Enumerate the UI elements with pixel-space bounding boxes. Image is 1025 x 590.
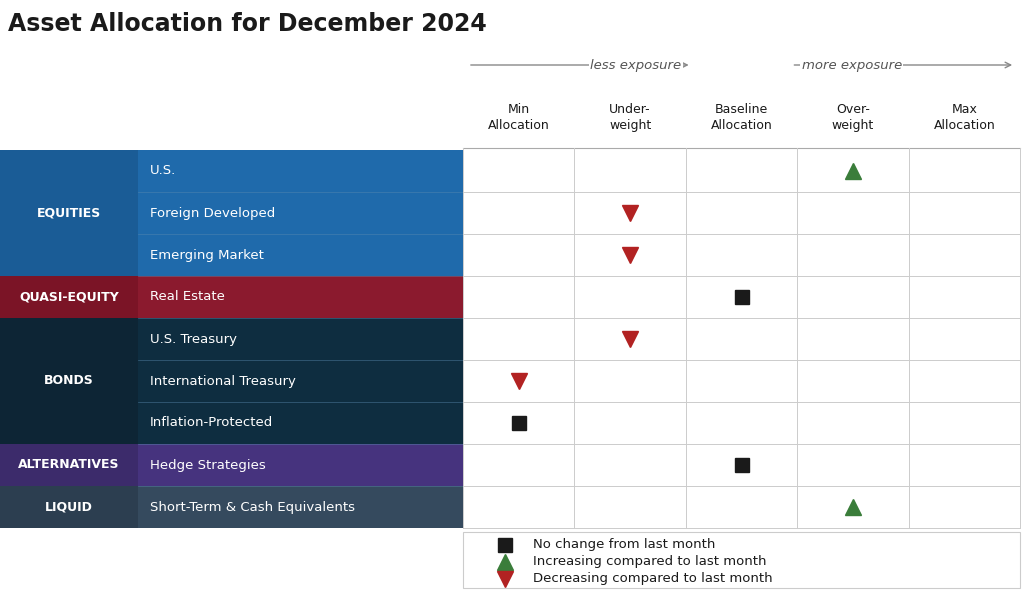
- Text: Increasing compared to last month: Increasing compared to last month: [533, 555, 767, 568]
- Text: Inflation-Protected: Inflation-Protected: [150, 417, 274, 430]
- Bar: [138, 402, 463, 444]
- Bar: [0, 444, 138, 486]
- Bar: [463, 150, 1020, 192]
- Bar: [463, 444, 1020, 486]
- Text: Emerging Market: Emerging Market: [150, 248, 263, 261]
- Bar: [463, 192, 1020, 234]
- Text: less exposure: less exposure: [590, 58, 682, 71]
- Bar: [463, 532, 1020, 588]
- Text: U.S. Treasury: U.S. Treasury: [150, 333, 237, 346]
- Bar: [463, 318, 1020, 360]
- Text: EQUITIES: EQUITIES: [37, 206, 101, 219]
- Bar: [138, 444, 463, 486]
- Text: Real Estate: Real Estate: [150, 290, 224, 303]
- Bar: [0, 150, 138, 192]
- Bar: [138, 486, 463, 528]
- Text: Hedge Strategies: Hedge Strategies: [150, 458, 265, 471]
- Text: LIQUID: LIQUID: [45, 500, 93, 513]
- Text: U.S.: U.S.: [150, 165, 176, 178]
- Text: QUASI-EQUITY: QUASI-EQUITY: [19, 290, 119, 303]
- Bar: [138, 234, 463, 276]
- Bar: [463, 276, 1020, 318]
- Bar: [0, 318, 138, 360]
- Bar: [463, 234, 1020, 276]
- Text: BONDS: BONDS: [44, 375, 94, 388]
- Text: International Treasury: International Treasury: [150, 375, 296, 388]
- Bar: [0, 234, 138, 276]
- Text: more exposure: more exposure: [802, 58, 902, 71]
- Bar: [138, 318, 463, 360]
- Text: Max
Allocation: Max Allocation: [934, 103, 995, 132]
- Text: Baseline
Allocation: Baseline Allocation: [710, 103, 773, 132]
- Bar: [0, 360, 138, 402]
- Text: Foreign Developed: Foreign Developed: [150, 206, 276, 219]
- Bar: [0, 402, 138, 444]
- Text: Short-Term & Cash Equivalents: Short-Term & Cash Equivalents: [150, 500, 355, 513]
- Bar: [0, 192, 138, 234]
- Bar: [138, 150, 463, 192]
- Bar: [138, 276, 463, 318]
- Text: No change from last month: No change from last month: [533, 538, 715, 551]
- Text: Under-
weight: Under- weight: [609, 103, 651, 132]
- Bar: [138, 360, 463, 402]
- Text: Over-
weight: Over- weight: [831, 103, 874, 132]
- Text: Min
Allocation: Min Allocation: [488, 103, 549, 132]
- Text: ALTERNATIVES: ALTERNATIVES: [18, 458, 120, 471]
- Text: Decreasing compared to last month: Decreasing compared to last month: [533, 572, 773, 585]
- Bar: [463, 402, 1020, 444]
- Bar: [463, 360, 1020, 402]
- Bar: [0, 276, 138, 318]
- Bar: [0, 486, 138, 528]
- Text: Asset Allocation for December 2024: Asset Allocation for December 2024: [8, 12, 487, 36]
- Bar: [463, 486, 1020, 528]
- Bar: [138, 192, 463, 234]
